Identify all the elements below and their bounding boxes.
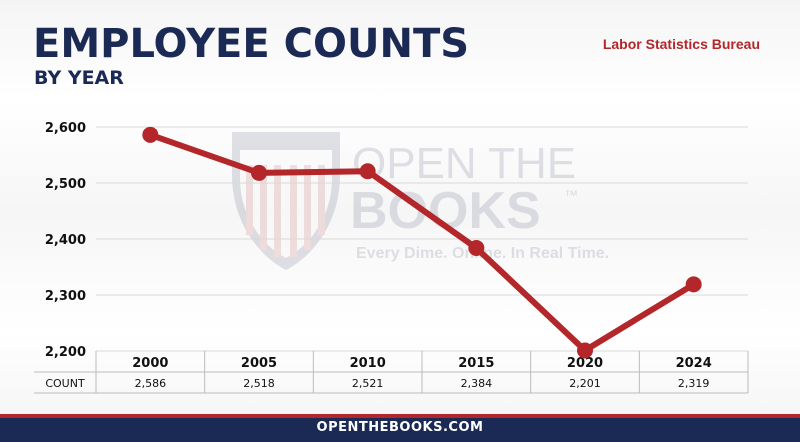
x-tick-label: 2005 [241,356,277,371]
data-point [685,276,702,293]
data-value-label: 2,521 [352,377,384,390]
footer-stripe [0,414,800,418]
x-tick-label: 2000 [132,356,168,371]
watermark-line1: OPEN THE [352,139,576,188]
data-value-label: 2,319 [678,377,710,390]
y-tick-label: 2,600 [45,121,86,136]
footer-bar [0,414,800,442]
x-tick-label: 2020 [567,356,603,371]
table-row-label: COUNT [45,377,85,390]
y-tick-label: 2,400 [45,233,86,248]
chart-subtitle: BY YEAR [34,67,124,89]
watermark-line2: BOOKS [350,182,541,240]
watermark-trademark: ™ [564,187,578,203]
chart-title: EMPLOYEE COUNTS [33,21,470,67]
x-tick-label: 2024 [676,356,712,371]
x-tick-label: 2010 [350,356,386,371]
data-point [142,126,159,143]
data-point [251,164,267,181]
data-point [468,239,485,256]
x-tick-label: 2015 [458,356,494,371]
source-label: Labor Statistics Bureau [602,36,760,52]
series-line [147,131,697,354]
y-tick-label: 2,200 [45,345,86,360]
line-chart: OPEN THE BOOKS ™ Every Dime. Online. In … [34,121,749,394]
data-value-label: 2,201 [569,377,601,390]
data-value-label: 2,384 [461,377,493,390]
y-tick-label: 2,300 [45,289,86,304]
data-point [577,342,593,359]
data-value-label: 2,586 [135,377,167,390]
data-value-label: 2,518 [243,377,275,390]
shield-logo-icon [232,132,340,270]
footer-url[interactable]: OPENTHEBOOKS.COM [316,420,484,435]
y-tick-label: 2,500 [45,177,86,192]
watermark: OPEN THE BOOKS ™ Every Dime. Online. In … [232,132,609,270]
data-point [359,163,376,180]
